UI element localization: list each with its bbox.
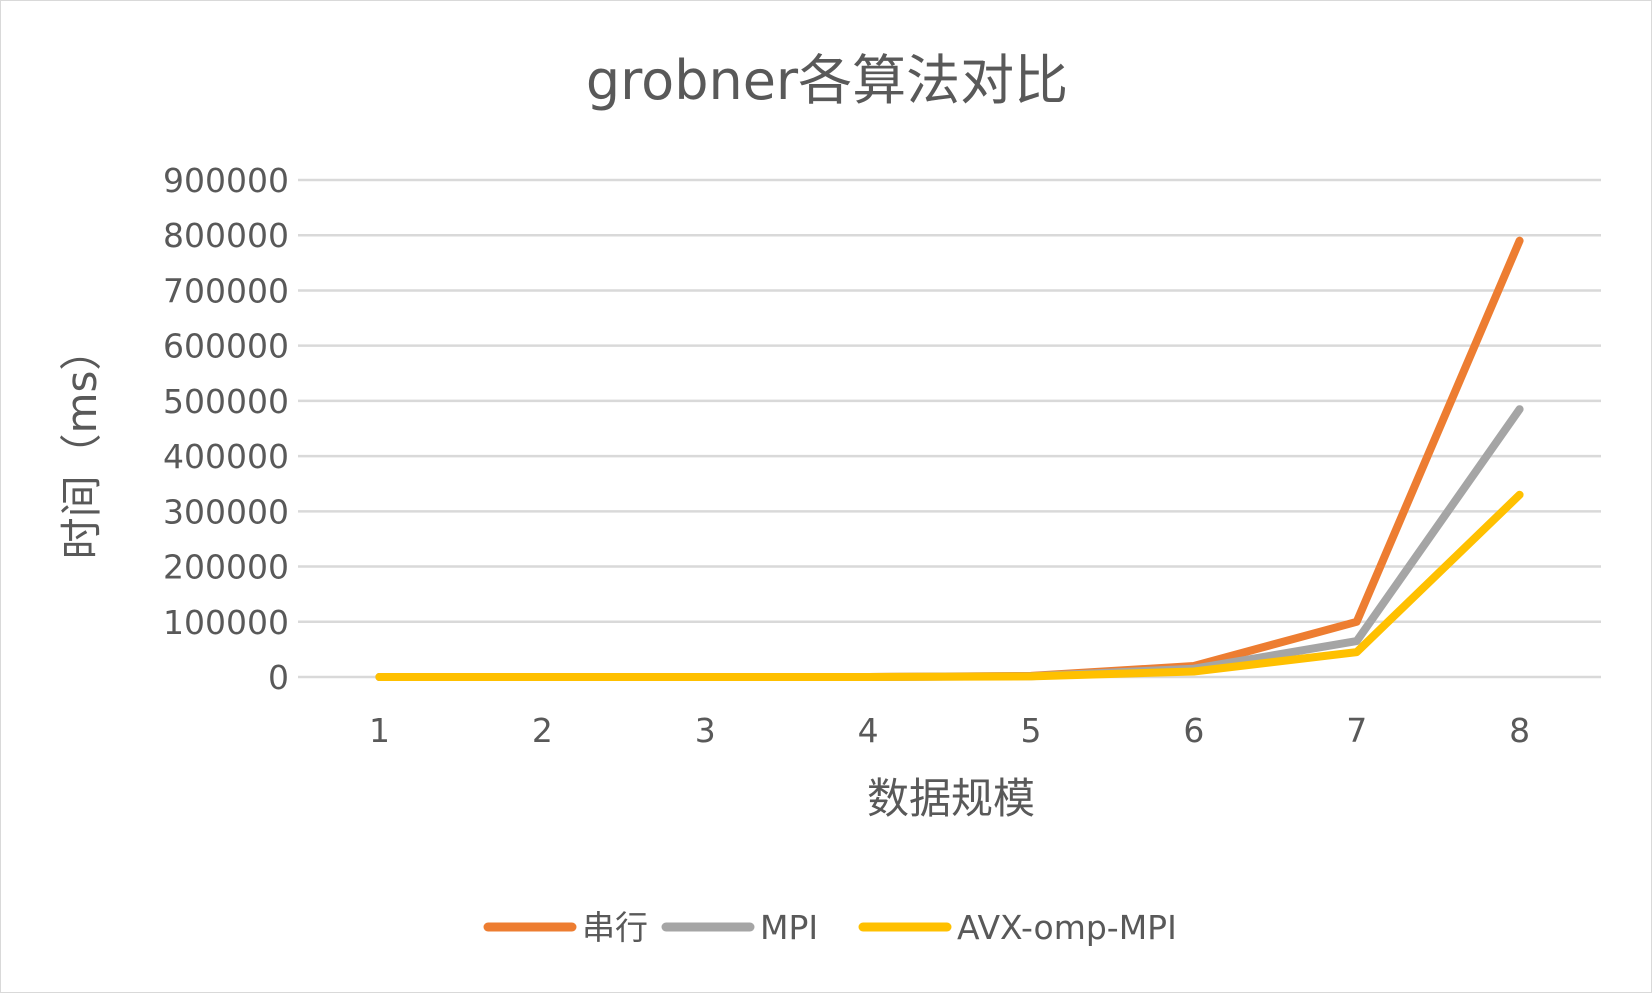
- x-tick-labels: 1 2 3 4 5 6 7 8: [369, 711, 1530, 750]
- legend-label: 串行: [582, 908, 648, 947]
- y-tick-label: 100000: [163, 603, 289, 642]
- y-tick-label: 500000: [163, 382, 289, 421]
- series-lines: [375, 236, 1524, 681]
- legend: 串行 MPI AVX-omp-MPI: [483, 908, 1177, 947]
- x-tick-label: 1: [369, 711, 390, 750]
- series-line: [375, 236, 1524, 681]
- x-axis-title: 数据规模: [867, 774, 1035, 823]
- y-tick-label: 200000: [163, 548, 289, 587]
- x-tick-label: 5: [1020, 711, 1041, 750]
- series-line: [375, 490, 1524, 681]
- y-tick-label: 800000: [163, 216, 289, 255]
- y-tick-label: 600000: [163, 327, 289, 366]
- gridlines: [298, 178, 1601, 679]
- legend-label: MPI: [760, 908, 818, 947]
- x-tick-label: 4: [858, 711, 879, 750]
- x-tick-label: 8: [1509, 711, 1530, 750]
- y-tick-label: 0: [268, 658, 289, 697]
- legend-label: AVX-omp-MPI: [957, 908, 1177, 947]
- y-tick-label: 700000: [163, 271, 289, 310]
- y-tick-labels: 0 100000 200000 300000 400000 500000 600000 700…: [163, 161, 289, 697]
- x-tick-label: 7: [1346, 711, 1367, 750]
- y-tick-label: 400000: [163, 437, 289, 476]
- y-axis-title: 时间（ms）: [57, 329, 106, 560]
- y-tick-label: 300000: [163, 492, 289, 531]
- series-line: [375, 405, 1524, 681]
- chart-title: grobner各算法对比: [586, 49, 1068, 112]
- x-tick-label: 6: [1183, 711, 1204, 750]
- x-tick-label: 3: [695, 711, 716, 750]
- y-tick-label: 900000: [163, 161, 289, 200]
- x-tick-label: 2: [532, 711, 553, 750]
